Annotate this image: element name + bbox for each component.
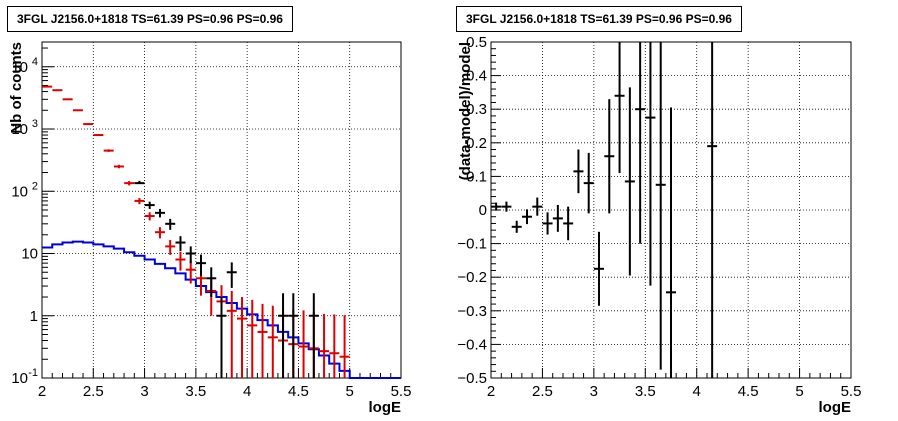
y-tick-label: −0.2 bbox=[457, 269, 487, 286]
x-tick-label: 2 bbox=[487, 383, 495, 400]
x-tick-label: 3.5 bbox=[635, 383, 656, 400]
x-tick-label: 4.5 bbox=[288, 383, 309, 400]
y-tick-exponent: -1 bbox=[28, 367, 38, 379]
x-tick-label: 4.5 bbox=[738, 383, 759, 400]
residual-plot-title: 3FGL J2156.0+1818 TS=61.39 PS=0.96 PS=0.… bbox=[456, 6, 742, 32]
y-tick-label: 0.4 bbox=[466, 68, 487, 85]
y-tick-label: 10 bbox=[11, 121, 28, 138]
x-tick-label: 4 bbox=[243, 383, 251, 400]
x-axis-label: logE bbox=[369, 399, 402, 416]
y-tick-label: 10 bbox=[21, 246, 38, 263]
x-tick-label: 3 bbox=[590, 383, 598, 400]
y-tick-label: 0.3 bbox=[466, 101, 487, 118]
counts-plot-title: 3FGL J2156.0+1818 TS=61.39 PS=0.96 PS=0.… bbox=[7, 6, 293, 32]
y-tick-label: −0.3 bbox=[457, 303, 487, 320]
x-tick-label: 4 bbox=[693, 383, 701, 400]
y-tick-label: 0.5 bbox=[466, 34, 487, 51]
y-tick-exponent: 4 bbox=[32, 56, 38, 68]
y-tick-label: −0.1 bbox=[457, 236, 487, 253]
y-tick-label: −0.4 bbox=[457, 336, 487, 353]
y-tick-label: 0 bbox=[479, 202, 487, 219]
y-tick-label: 10 bbox=[11, 59, 28, 76]
y-tick-label: 1 bbox=[30, 308, 38, 325]
x-tick-label: 5.5 bbox=[391, 383, 412, 400]
x-tick-label: 2.5 bbox=[532, 383, 553, 400]
x-tick-label: 2 bbox=[38, 383, 46, 400]
x-axis-label: logE bbox=[819, 399, 852, 416]
y-tick-label: 10 bbox=[11, 370, 28, 387]
y-tick-exponent: 3 bbox=[32, 118, 38, 130]
x-tick-label: 3.5 bbox=[185, 383, 206, 400]
y-tick-label: 0.1 bbox=[466, 168, 487, 185]
x-tick-label: 5.5 bbox=[841, 383, 862, 400]
x-tick-label: 5 bbox=[346, 383, 354, 400]
x-tick-label: 3 bbox=[140, 383, 148, 400]
y-tick-label: 10 bbox=[11, 183, 28, 200]
x-tick-label: 2.5 bbox=[83, 383, 104, 400]
y-tick-label: 0.2 bbox=[466, 135, 487, 152]
y-axis-label: Nb of counts bbox=[8, 42, 25, 134]
x-tick-label: 5 bbox=[795, 383, 803, 400]
y-axis-label: (data-model)/model bbox=[457, 42, 474, 180]
y-tick-exponent: 2 bbox=[32, 180, 38, 192]
y-tick-label: −0.5 bbox=[457, 370, 487, 387]
